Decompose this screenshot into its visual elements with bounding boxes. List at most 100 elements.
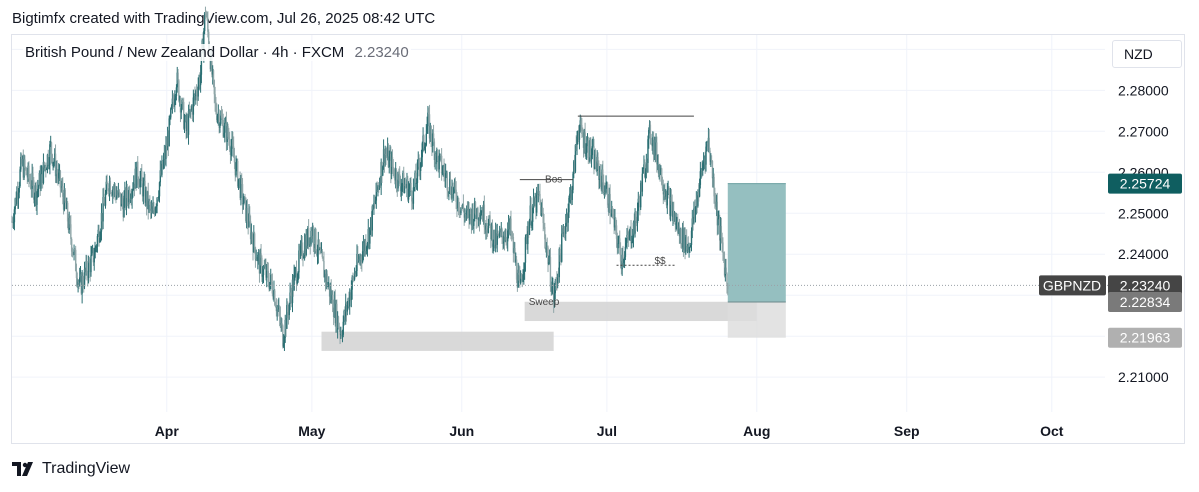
- candle-body: [393, 168, 395, 177]
- candle-body: [660, 168, 662, 175]
- candle-body: [432, 133, 434, 146]
- candle-body: [535, 197, 537, 213]
- candle-body: [472, 208, 474, 226]
- candle-body: [654, 139, 656, 156]
- candle-body: [342, 321, 344, 335]
- candle-body: [306, 235, 308, 246]
- candle-body: [556, 280, 558, 284]
- candle-body: [545, 247, 548, 250]
- candle-body: [67, 221, 70, 230]
- candle-body: [502, 240, 505, 244]
- candle-body: [216, 112, 218, 121]
- candle-body: [386, 147, 389, 157]
- candle-body: [361, 251, 364, 262]
- candle-body: [551, 286, 553, 292]
- candle-body: [195, 91, 197, 97]
- candle-body: [496, 233, 498, 245]
- candle-body: [304, 242, 307, 256]
- candle-body: [219, 123, 221, 128]
- candle-body: [112, 189, 115, 191]
- candle-body: [421, 143, 423, 158]
- candle-body: [454, 181, 457, 190]
- candle-body: [170, 108, 172, 118]
- candle-body: [255, 259, 257, 261]
- candle-body: [655, 142, 657, 156]
- candle-body: [714, 196, 716, 202]
- candle-body: [33, 180, 35, 200]
- candle-body: [403, 184, 406, 193]
- candle-body: [192, 97, 195, 115]
- candle-body: [78, 281, 80, 283]
- candle-body: [271, 282, 274, 294]
- y-tick-label: 2.28000: [1118, 82, 1169, 98]
- candle-body: [246, 207, 249, 222]
- candle-body: [636, 210, 639, 224]
- chart-pane[interactable]: [11, 34, 1185, 444]
- currency-button[interactable]: NZD: [1112, 40, 1182, 68]
- candle-body: [355, 270, 357, 274]
- candle-body: [504, 236, 507, 242]
- candle-body: [384, 153, 386, 163]
- candle-body: [677, 221, 679, 234]
- candle-body: [295, 268, 297, 271]
- candle-body: [160, 170, 162, 175]
- candle-body: [442, 167, 444, 173]
- candle-body: [272, 293, 274, 299]
- tradingview-logo[interactable]: TradingView: [12, 460, 130, 478]
- candle-body: [70, 224, 72, 239]
- candle-body: [312, 228, 315, 245]
- candle-body: [169, 117, 171, 119]
- candle-body: [703, 158, 706, 163]
- candle-body: [606, 184, 609, 206]
- candle-body: [437, 156, 440, 170]
- tradingview-logo-icon: [12, 462, 33, 476]
- candle-body: [203, 30, 205, 54]
- candle-body: [225, 121, 228, 142]
- candle-body: [510, 218, 512, 235]
- candle-body: [445, 172, 448, 174]
- candle-body: [491, 225, 494, 247]
- symbol-legend: British Pound / New Zealand Dollar · 4h …: [23, 44, 411, 61]
- candle-body: [561, 233, 564, 235]
- candle-body: [16, 191, 19, 200]
- candle-body: [68, 217, 70, 230]
- candle-body: [130, 198, 132, 200]
- candle-body: [608, 194, 610, 212]
- candle-body: [652, 137, 654, 147]
- candle-body: [478, 219, 480, 221]
- candle-body: [697, 191, 699, 206]
- candle-body: [522, 274, 524, 282]
- candle-body: [560, 255, 562, 262]
- candle-body: [577, 135, 579, 137]
- candle-body: [126, 187, 128, 199]
- x-tick-label: Aug: [743, 423, 770, 439]
- candle-body: [357, 253, 359, 262]
- candle-body: [16, 191, 18, 205]
- candle-body: [439, 154, 441, 156]
- candle-body: [490, 225, 493, 240]
- price-label-box: [1108, 327, 1182, 348]
- candle-body: [197, 85, 199, 97]
- x-tick-label: Jul: [597, 423, 617, 439]
- candle-body: [168, 118, 170, 147]
- candle-body: [18, 186, 20, 193]
- candle-body: [368, 229, 370, 244]
- candle-body: [643, 164, 645, 168]
- candle-body: [49, 142, 52, 145]
- candle-body: [286, 305, 289, 313]
- candle-body: [266, 266, 268, 278]
- candle-body: [498, 233, 500, 237]
- candle-body: [381, 162, 383, 176]
- candle-body: [713, 177, 715, 197]
- candle-body: [593, 146, 595, 169]
- candle-body: [656, 161, 659, 165]
- candle-body: [127, 198, 129, 203]
- candle-body: [392, 166, 394, 169]
- candle-body: [721, 238, 723, 243]
- candle-body: [336, 316, 339, 330]
- candle-body: [119, 192, 121, 194]
- candle-body: [258, 254, 261, 274]
- candle-body: [247, 221, 249, 227]
- price-label-box: [1108, 173, 1182, 194]
